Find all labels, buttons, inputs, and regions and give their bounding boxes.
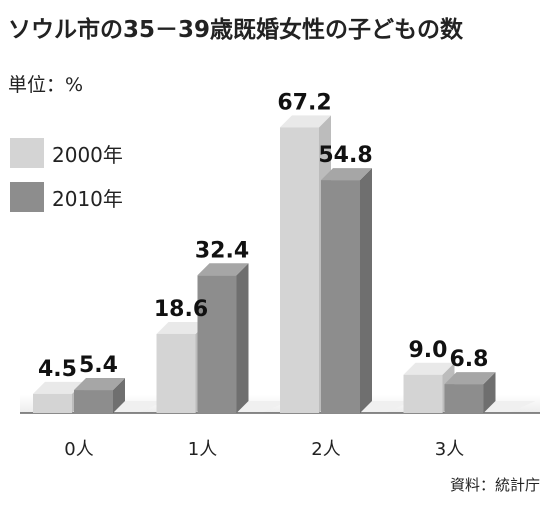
legend-label-2010: 2010年 [52, 187, 123, 211]
bar-front-face [403, 374, 443, 413]
bar-side-face [236, 263, 249, 413]
bar-front-face [280, 127, 319, 414]
bar-front-face [74, 390, 113, 413]
value-label-2010年-1人: 32.4 [195, 238, 249, 263]
chart-title: ソウル市の35－39歳既婚女性の子どもの数 [8, 16, 464, 43]
bar-2000年-3人 [403, 362, 455, 413]
bar-top-face [33, 381, 84, 394]
value-label-2010年-0人: 5.4 [79, 353, 118, 378]
bar-top-face [444, 372, 496, 385]
bar-front-face [156, 333, 196, 413]
source-note: 資料：統計庁 [450, 476, 540, 494]
floor-shadow [483, 401, 536, 413]
value-label-2000年-0人: 4.5 [38, 357, 77, 382]
x-tick-0人: 0人 [64, 439, 93, 460]
bar-front-face [321, 180, 360, 413]
bar-top-face [156, 321, 208, 334]
value-label-2010年-2人: 54.8 [318, 143, 372, 168]
x-axis-ticks: 0人 1人 2人 3人 [64, 439, 464, 460]
bar-top-face [403, 362, 455, 375]
bar-2010年-1人 [197, 263, 249, 413]
legend-swatch-2010 [10, 182, 44, 212]
bar-front-face [33, 393, 72, 413]
value-label-2000年-2人: 67.2 [277, 90, 331, 115]
bar-top-face [197, 263, 249, 276]
bar-top-face [321, 168, 372, 181]
value-label-2010年-3人: 6.8 [450, 347, 489, 372]
bar-front-face [197, 275, 237, 413]
bar-2010年-3人 [444, 372, 496, 413]
value-label-2000年-1人: 18.6 [154, 297, 208, 322]
legend-label-2000: 2000年 [52, 143, 123, 167]
floor-shadow [360, 401, 412, 413]
floor-shadow [236, 401, 289, 413]
legend-swatch-2000 [10, 138, 44, 168]
bar-side-face [360, 168, 372, 413]
bar-front-face [444, 384, 484, 413]
value-labels: 4.5 5.4 18.6 32.4 67.2 54.8 9.0 6.8 [38, 90, 488, 381]
x-tick-2人: 2人 [311, 439, 340, 460]
legend: 2000年 2010年 [10, 138, 123, 212]
bar-side-face [483, 372, 496, 413]
unit-label: 単位：% [8, 74, 83, 96]
value-label-2000年-3人: 9.0 [409, 338, 448, 363]
floor-shadow [113, 401, 165, 413]
bars [33, 115, 496, 414]
bar-side-face [113, 378, 125, 413]
bar-2010年-2人 [321, 168, 372, 413]
x-tick-1人: 1人 [188, 439, 217, 460]
bar-top-face [280, 115, 331, 128]
bar-top-face [74, 378, 125, 391]
floor-stripes [113, 401, 536, 413]
bar-2010年-0人 [74, 378, 125, 413]
x-tick-3人: 3人 [435, 439, 464, 460]
